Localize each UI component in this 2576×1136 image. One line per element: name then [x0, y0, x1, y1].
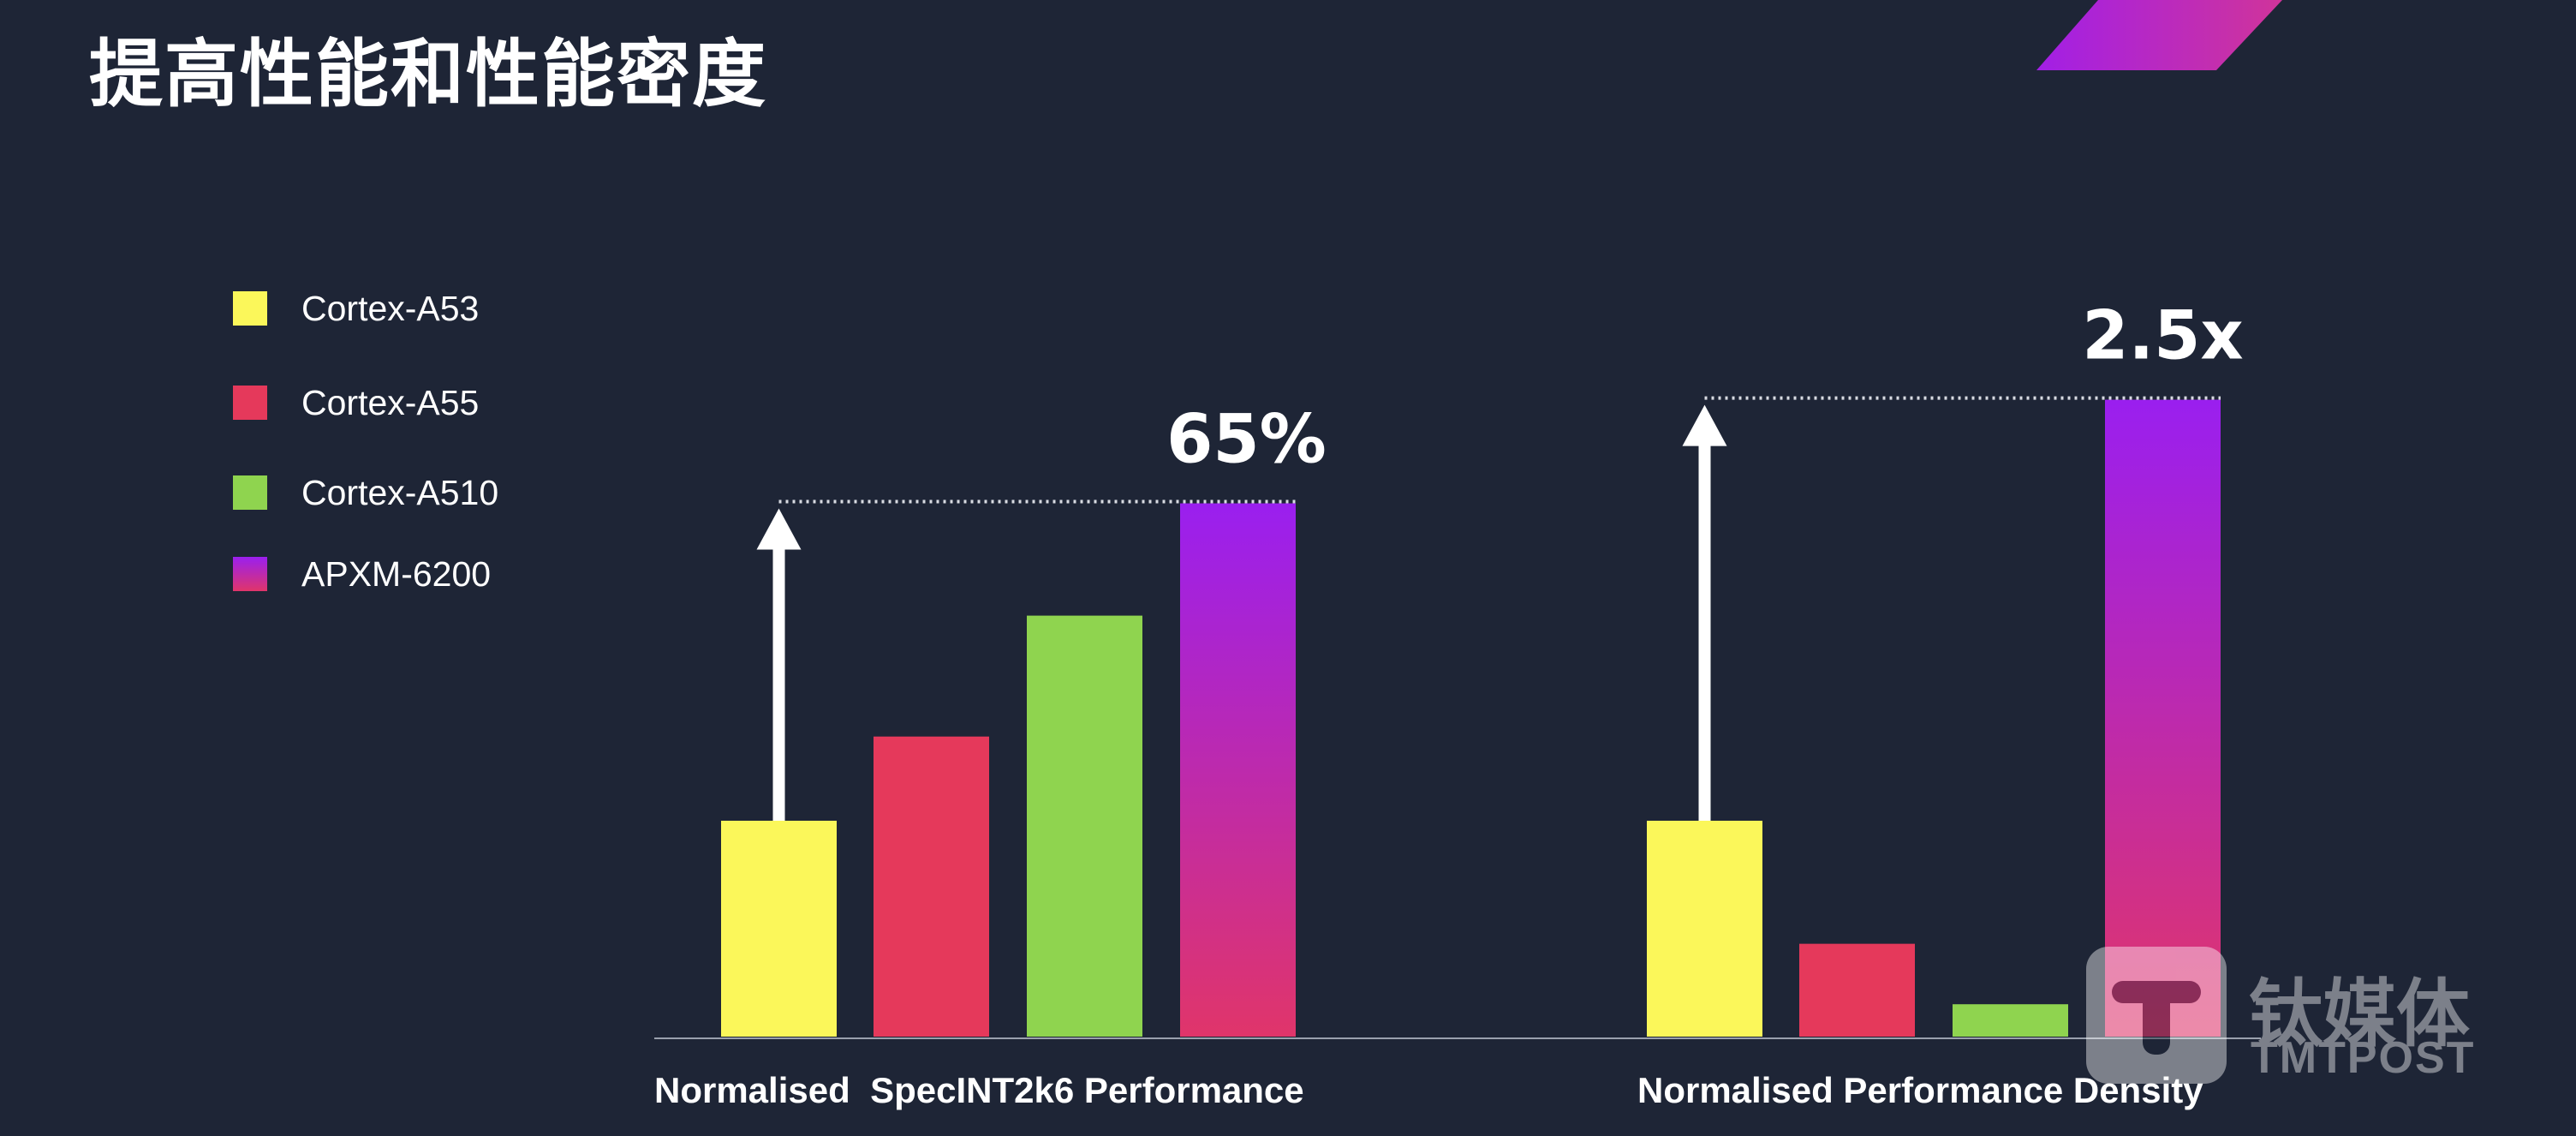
- x-axis-label-density: Normalised Performance Density: [1637, 1070, 2203, 1110]
- bar-specint-cortex-a55: [874, 736, 989, 1037]
- legend-swatch: [233, 475, 267, 510]
- legend-label: Cortex-A510: [301, 473, 499, 512]
- legend-item-cortex-a53: Cortex-A53: [233, 283, 593, 334]
- legend-swatch: [233, 386, 267, 420]
- arrow-head-specint: [756, 508, 802, 550]
- bar-density-cortex-a55: [1799, 943, 1915, 1037]
- bar-density-cortex-a510: [1953, 1004, 2068, 1037]
- legend-item-apxm-6200: APXM-6200: [233, 548, 593, 600]
- x-axis-label-specint: Normalised SpecINT2k6 Performance: [654, 1070, 1304, 1110]
- decorative-parallelogram: [2036, 0, 2282, 70]
- bar-specint-cortex-a53: [721, 821, 837, 1037]
- watermark-text-en: TMTPOST: [2251, 1033, 2476, 1083]
- annotation-specint: 65%: [1166, 402, 1327, 479]
- legend-item-cortex-a55: Cortex-A55: [233, 377, 593, 428]
- watermark-logo: [2086, 947, 2227, 1084]
- legend-label: APXM-6200: [301, 554, 492, 594]
- legend-label: Cortex-A55: [301, 383, 480, 422]
- annotation-density: 2.5x: [2082, 298, 2244, 375]
- legend-item-cortex-a510: Cortex-A510: [233, 467, 593, 518]
- watermark-text: 钛媒体: [2249, 972, 2470, 1057]
- legend-swatch: [233, 557, 267, 591]
- bar-specint-apxm-6200: [1180, 503, 1296, 1037]
- legend-swatch: [233, 291, 267, 326]
- legend-label: Cortex-A53: [301, 289, 480, 328]
- bar-specint-cortex-a510: [1027, 615, 1142, 1037]
- arrow-head-density: [1682, 404, 1727, 446]
- watermark: 钛媒体 TMTPOST: [2086, 947, 2489, 1084]
- bar-density-apxm-6200: [2105, 399, 2221, 1037]
- page-title: 提高性能和性能密度: [89, 31, 767, 117]
- bar-density-cortex-a53: [1647, 821, 1762, 1037]
